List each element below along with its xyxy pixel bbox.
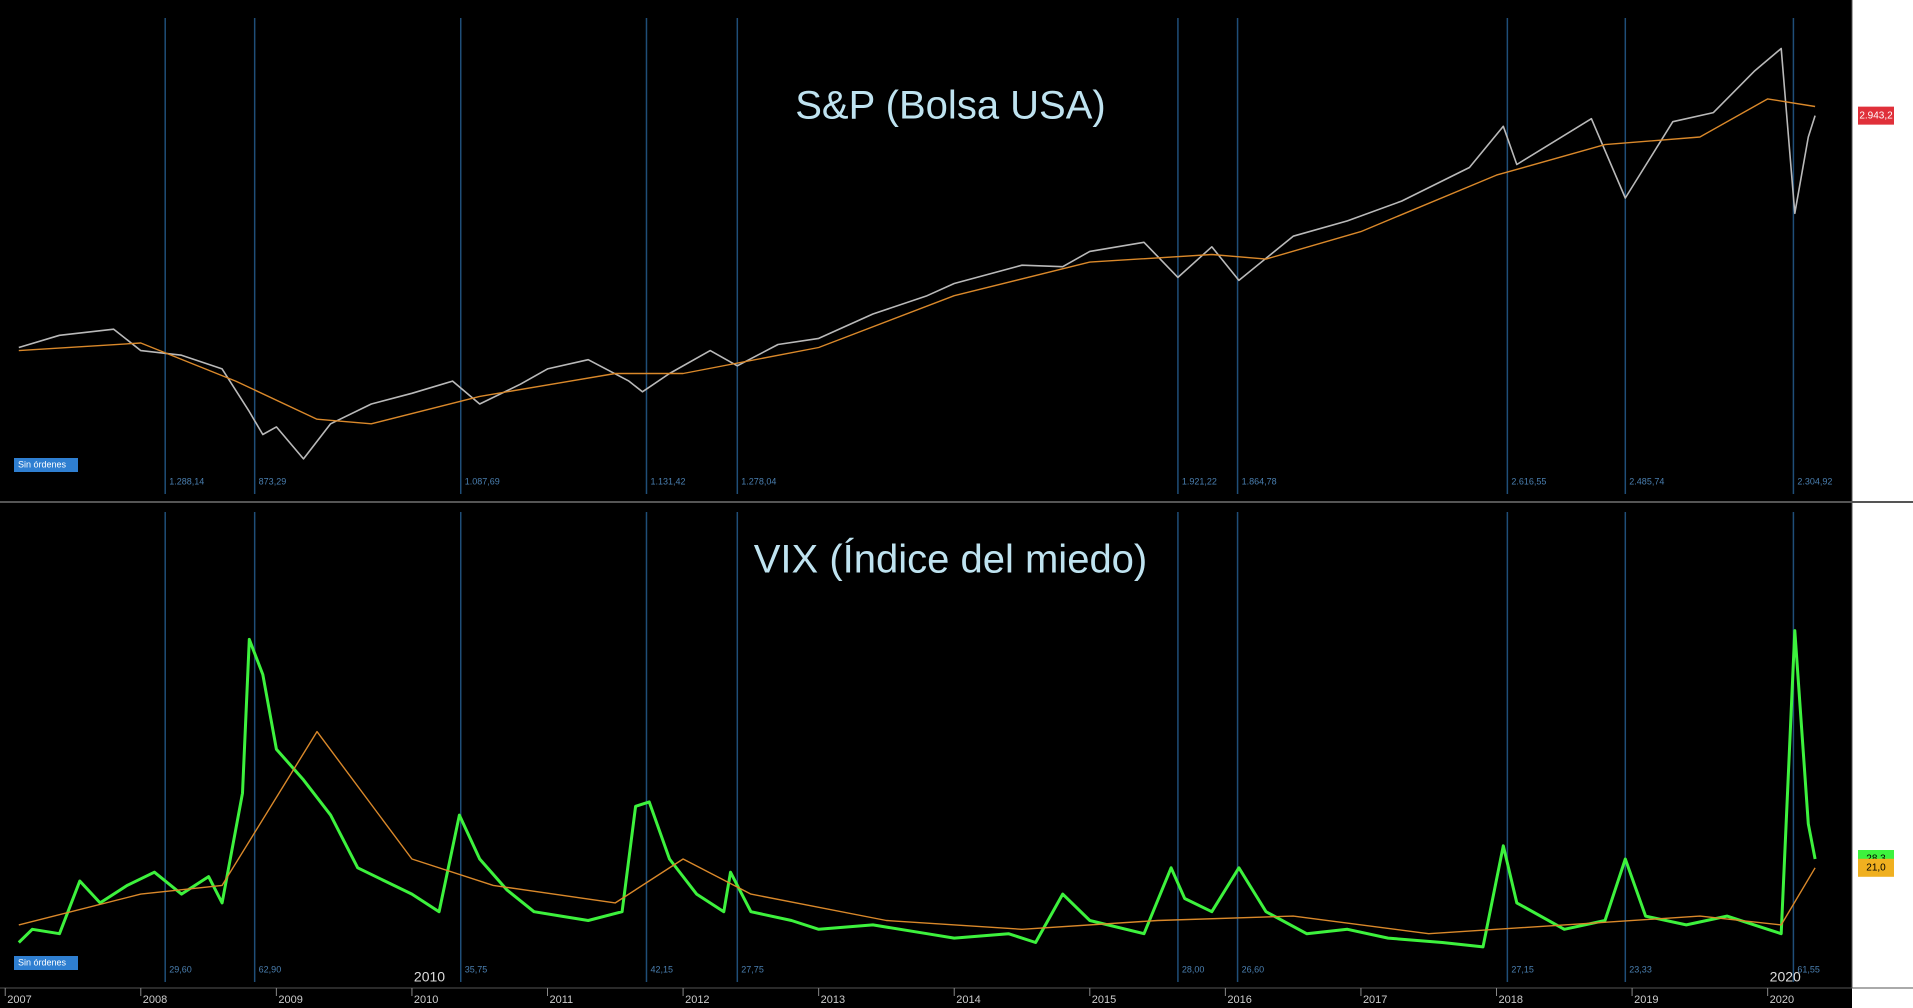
x-tick-label: 2012 xyxy=(685,994,709,1006)
x-tick-label: 2019 xyxy=(1634,994,1658,1006)
event-label: 873,29 xyxy=(259,476,287,486)
orders-button xyxy=(14,956,78,970)
series-line xyxy=(18,98,1816,425)
event-label: 2.304,92 xyxy=(1797,476,1832,486)
x-tick-label: 2017 xyxy=(1363,994,1387,1006)
event-label: 1.864,78 xyxy=(1242,476,1277,486)
last-price-label: 2.943,2 xyxy=(1859,110,1893,121)
orders-button-label: Sin órdenes xyxy=(18,459,67,469)
event-label: 28,00 xyxy=(1182,964,1205,974)
event-label: 1.278,04 xyxy=(741,476,776,486)
x-tick-label: 2011 xyxy=(550,994,574,1006)
x-tick-label: 2016 xyxy=(1227,994,1251,1006)
event-label: 61,55 xyxy=(1797,964,1820,974)
x-tick-label: 2007 xyxy=(7,994,31,1006)
last-price-tag xyxy=(1858,106,1894,125)
pane-title: S&P (Bolsa USA) xyxy=(795,84,1106,128)
x-tick-label: 2008 xyxy=(143,994,167,1006)
x-tick-label: 2009 xyxy=(278,994,302,1006)
orders-button-label: Sin órdenes xyxy=(18,957,67,967)
event-label: 1.921,22 xyxy=(1182,476,1217,486)
orders-button xyxy=(14,458,78,472)
cursor-year: 2020 xyxy=(1770,969,1801,985)
event-label: 1.288,14 xyxy=(169,476,204,486)
event-label: 35,75 xyxy=(465,964,488,974)
event-label: 1.087,69 xyxy=(465,476,500,486)
ma-label: 21,0 xyxy=(1866,862,1886,873)
event-label: 62,90 xyxy=(259,964,282,974)
event-label: 1.131,42 xyxy=(650,476,685,486)
event-label: 2.616,55 xyxy=(1511,476,1546,486)
pane-title: VIX (Índice del miedo) xyxy=(754,537,1148,582)
x-tick-label: 2020 xyxy=(1770,994,1794,1006)
x-tick-label: 2018 xyxy=(1499,994,1523,1006)
x-tick-label: 2013 xyxy=(821,994,845,1006)
event-label: 26,60 xyxy=(1242,964,1265,974)
x-tick-label: 2015 xyxy=(1092,994,1116,1006)
cursor-year: 2010 xyxy=(414,969,445,985)
x-tick-label: 2010 xyxy=(414,994,438,1006)
series-line xyxy=(18,730,1816,935)
event-label: 27,75 xyxy=(741,964,764,974)
price-axis-panel xyxy=(1852,0,1913,1008)
series-line xyxy=(17,629,1817,949)
event-label: 29,60 xyxy=(169,964,192,974)
event-label: 2.485,74 xyxy=(1629,476,1664,486)
ma-tag xyxy=(1858,858,1894,877)
x-tick-label: 2014 xyxy=(956,994,980,1006)
event-label: 27,15 xyxy=(1511,964,1534,974)
event-label: 23,33 xyxy=(1629,964,1652,974)
event-label: 42,15 xyxy=(650,964,673,974)
series-line xyxy=(18,47,1816,460)
